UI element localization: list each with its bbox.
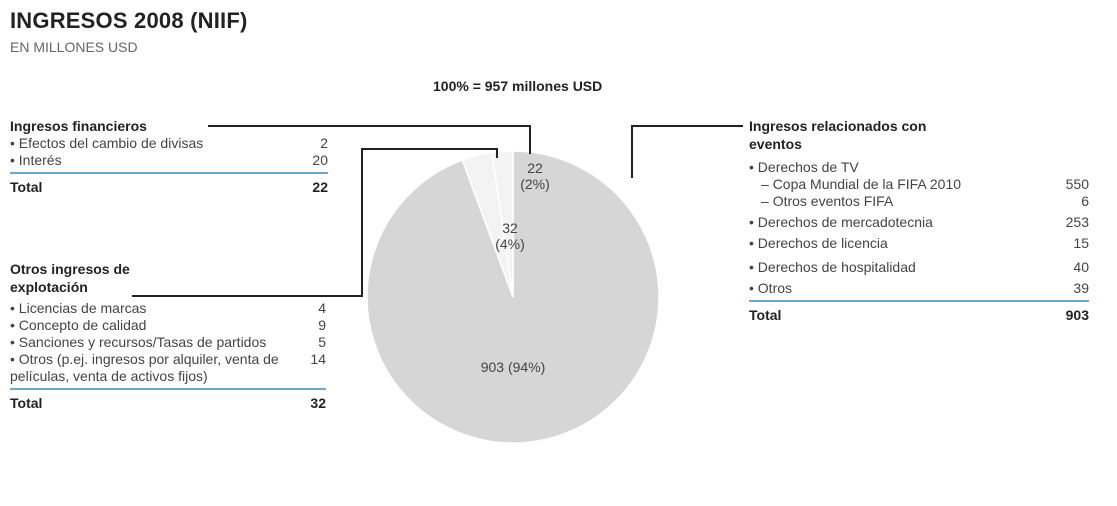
slice-label-financieros-value: 22 [527, 160, 543, 176]
list-item: Derechos de mercadotecnia 253 [749, 214, 1089, 231]
list-item: Otros 39 [749, 280, 1089, 297]
total-row: Total 903 [749, 305, 1089, 325]
list-item: Licencias de marcas 4 [10, 300, 326, 317]
panel-ingresos-eventos: Ingresos relacionados con eventos Derech… [749, 117, 1089, 325]
item-value: 40 [1073, 259, 1089, 276]
list-item: Interés 20 [10, 152, 328, 169]
item-value: 39 [1073, 280, 1089, 297]
panel-heading: Otros ingresos de explotación [10, 260, 326, 296]
total-value: 903 [1066, 305, 1089, 325]
item-value: 4 [318, 300, 326, 317]
item-label: Otros (p.ej. ingresos por alquiler, vent… [10, 351, 326, 385]
list-item: Concepto de calidad 9 [10, 317, 326, 334]
panel-ingresos-financieros: Ingresos financieros Efectos del cambio … [10, 117, 328, 197]
item-value: 5 [318, 334, 326, 351]
slice-label-eventos: 903 (94%) [481, 359, 546, 375]
panel-heading-line2: explotación [10, 279, 88, 295]
pie-slice-otros [462, 153, 513, 297]
item-value: 6 [1081, 193, 1089, 210]
item-value: 14 [310, 351, 326, 368]
item-value: 9 [318, 317, 326, 334]
panel-heading-line1: Ingresos relacionados con [749, 118, 926, 134]
item-label: Copa Mundial de la FIFA 2010 [749, 176, 1089, 193]
sub-list-item: Otros eventos FIFA 6 [749, 193, 1089, 210]
total-row: Total 32 [10, 393, 326, 413]
item-label: Otros eventos FIFA [749, 193, 1089, 210]
total-row: Total 22 [10, 177, 328, 197]
list-item: Efectos del cambio de divisas 2 [10, 135, 328, 152]
item-label: Interés [10, 152, 328, 169]
item-label: Concepto de calidad [10, 317, 326, 334]
item-value: 20 [312, 152, 328, 169]
pie-total-label: 100% = 957 millones USD [433, 78, 602, 94]
slice-label-otros-pct: (4%) [495, 236, 525, 252]
total-label: Total [749, 307, 781, 323]
list-item: Otros (p.ej. ingresos por alquiler, vent… [10, 351, 326, 385]
separator [10, 388, 326, 390]
list-item: Derechos de hospitalidad 40 [749, 259, 1089, 276]
panel-otros-ingresos: Otros ingresos de explotación Licencias … [10, 260, 326, 413]
list-item: Sanciones y recursos/Tasas de partidos 5 [10, 334, 326, 351]
item-label: Sanciones y recursos/Tasas de partidos [10, 334, 326, 351]
panel-heading-line1: Otros ingresos de [10, 261, 130, 277]
item-label: Derechos de mercadotecnia [749, 214, 1089, 231]
pie-slice-eventos [367, 151, 659, 443]
list-item: Derechos de TV [749, 159, 1089, 176]
separator [749, 300, 1089, 302]
item-value: 550 [1066, 176, 1089, 193]
item-label: Derechos de licencia [749, 235, 1089, 252]
pie-slice-financieros [492, 151, 513, 297]
panel-heading: Ingresos relacionados con eventos [749, 117, 1089, 153]
list-item: Derechos de licencia 15 [749, 235, 1089, 252]
chart-subtitle: EN MILLONES USD [10, 39, 138, 55]
item-label: Efectos del cambio de divisas [10, 135, 328, 152]
item-label: Otros [749, 280, 1089, 297]
total-value: 32 [310, 393, 326, 413]
leader-line-eventos [632, 126, 743, 178]
item-value: 15 [1073, 235, 1089, 252]
item-label: Licencias de marcas [10, 300, 326, 317]
chart-title: INGRESOS 2008 (NIIF) [10, 8, 248, 34]
slice-label-financieros-pct: (2%) [520, 176, 550, 192]
item-value: 253 [1066, 214, 1089, 231]
total-value: 22 [312, 177, 328, 197]
slice-label-otros-value: 32 [502, 220, 518, 236]
panel-heading: Ingresos financieros [10, 117, 328, 135]
item-label: Derechos de hospitalidad [749, 259, 1089, 276]
item-label: Derechos de TV [749, 159, 1089, 176]
panel-heading-line2: eventos [749, 136, 802, 152]
separator [10, 172, 328, 174]
total-label: Total [10, 179, 42, 195]
sub-list-item: Copa Mundial de la FIFA 2010 550 [749, 176, 1089, 193]
item-value: 2 [320, 135, 328, 152]
total-label: Total [10, 395, 42, 411]
